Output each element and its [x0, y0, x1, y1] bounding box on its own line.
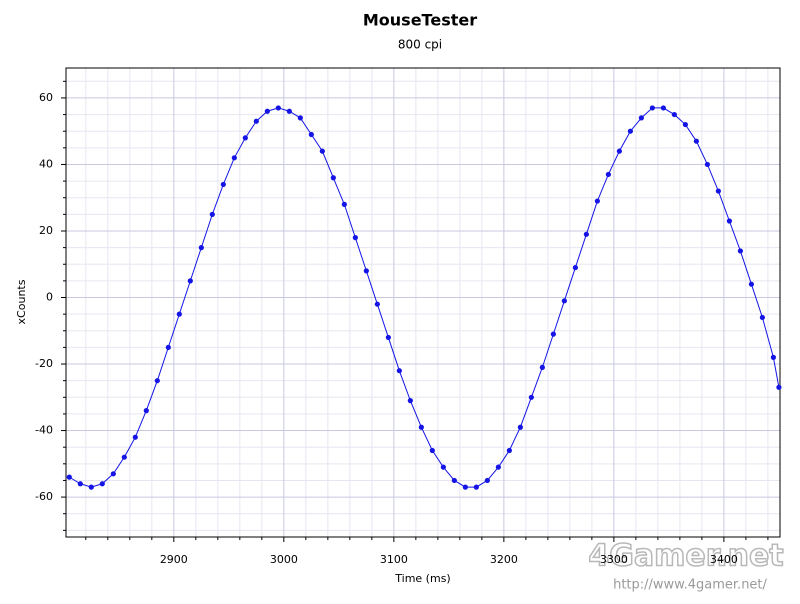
point — [297, 115, 303, 121]
x-tick-label: 3100 — [380, 553, 408, 566]
point — [440, 464, 446, 470]
point — [429, 447, 435, 454]
y-tick-label: 60 — [39, 91, 53, 104]
point — [242, 135, 248, 141]
watermark-logo: 4Gamer.net — [588, 539, 783, 574]
point — [198, 245, 204, 251]
point — [583, 231, 589, 237]
point — [627, 128, 633, 134]
point — [495, 464, 501, 470]
x-axis-label: Time (ms) — [394, 572, 450, 585]
point — [660, 105, 666, 111]
point — [209, 211, 215, 217]
point — [308, 131, 314, 138]
plot-frame — [65, 67, 781, 538]
point — [484, 477, 490, 484]
watermark-url: http://www.4gamer.net/ — [613, 578, 767, 593]
point — [275, 105, 281, 111]
point — [143, 408, 149, 414]
point — [99, 481, 105, 487]
point — [374, 301, 380, 307]
point — [726, 218, 732, 224]
point — [616, 148, 622, 154]
point — [473, 484, 479, 490]
y-tick-label: -40 — [35, 424, 53, 437]
point — [759, 314, 765, 321]
point — [121, 454, 127, 460]
chart-title: MouseTester — [363, 11, 477, 30]
y-tick-label: 20 — [39, 224, 53, 237]
point — [407, 398, 413, 404]
x-tick-label: 3200 — [490, 553, 518, 566]
point — [77, 481, 83, 487]
point — [220, 181, 226, 188]
point — [517, 424, 523, 430]
point — [704, 161, 710, 168]
point — [363, 268, 369, 274]
point — [231, 155, 237, 161]
point — [88, 484, 94, 490]
y-axis-label: xCounts — [15, 279, 28, 324]
point — [253, 118, 259, 124]
point — [451, 477, 457, 484]
x-tick-label: 3000 — [270, 553, 298, 566]
y-tick-label: -20 — [35, 357, 53, 370]
point — [154, 378, 160, 384]
x-tick-label: 2900 — [160, 553, 188, 566]
chart-subtitle: 800 cpi — [398, 38, 442, 52]
y-tick-label: -60 — [35, 490, 53, 503]
point — [396, 368, 402, 374]
point — [286, 108, 292, 114]
point — [682, 121, 688, 128]
point — [528, 394, 534, 400]
point — [572, 264, 578, 271]
point — [66, 474, 72, 480]
point — [385, 334, 391, 341]
point — [594, 198, 600, 204]
point — [770, 354, 776, 360]
point — [550, 331, 556, 337]
point — [462, 484, 468, 490]
point — [649, 105, 655, 111]
point — [418, 424, 424, 430]
point — [341, 201, 347, 207]
point — [776, 384, 782, 390]
point — [176, 311, 182, 317]
point — [165, 344, 171, 351]
x-tick-label: 3300 — [600, 553, 628, 566]
point — [187, 278, 193, 284]
y-tick-label: 0 — [46, 291, 53, 304]
point — [638, 115, 644, 121]
point — [539, 364, 545, 370]
point — [506, 447, 512, 454]
point — [605, 171, 611, 178]
point — [264, 108, 270, 114]
x-tick-label: 3400 — [710, 553, 738, 566]
point — [561, 298, 567, 304]
point — [330, 175, 336, 181]
point — [319, 148, 325, 154]
point — [693, 138, 699, 144]
point — [352, 235, 358, 241]
point — [110, 471, 116, 477]
y-tick-label: 40 — [39, 157, 53, 170]
point — [132, 434, 138, 440]
point — [748, 281, 754, 287]
point — [715, 188, 721, 194]
point — [671, 111, 677, 118]
point — [737, 248, 743, 254]
